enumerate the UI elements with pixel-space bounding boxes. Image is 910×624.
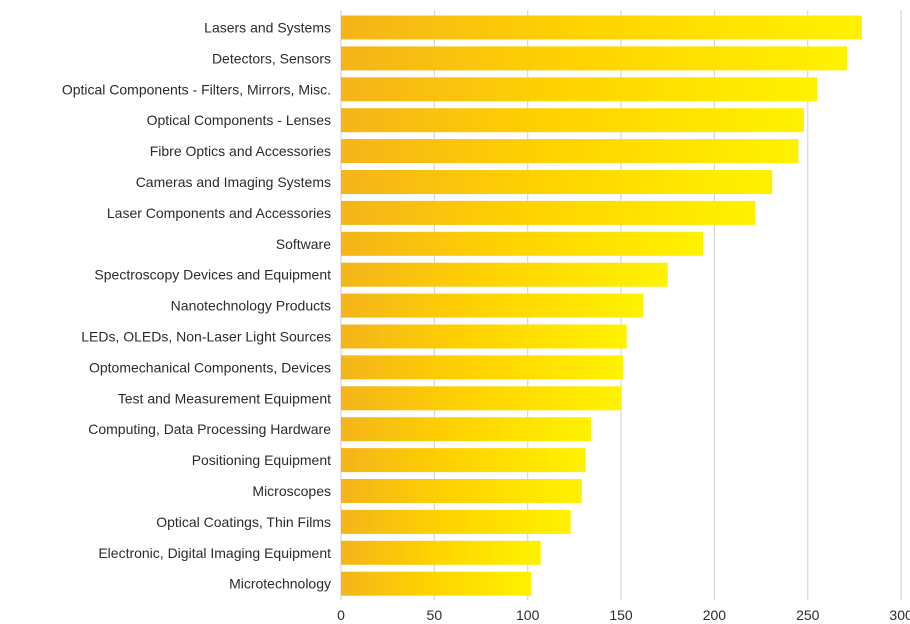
category-label: Nanotechnology Products	[171, 298, 331, 314]
bar	[341, 324, 627, 349]
category-labels: Lasers and Systems Detectors, Sensors Opti…	[62, 20, 331, 592]
bar	[341, 417, 592, 442]
bar	[341, 262, 668, 287]
bar	[341, 540, 541, 565]
category-label: Detectors, Sensors	[212, 50, 331, 66]
category-label: Microscopes	[252, 483, 331, 499]
bars	[341, 15, 862, 596]
bar	[341, 355, 623, 380]
category-label: Cameras and Imaging Systems	[136, 174, 331, 190]
bar	[341, 77, 818, 102]
x-tick-label: 200	[703, 607, 727, 623]
category-label: Optical Components - Lenses	[147, 112, 331, 128]
category-label: Optomechanical Components, Devices	[89, 359, 331, 375]
bar	[341, 571, 532, 596]
category-label: Positioning Equipment	[192, 452, 331, 468]
category-label: LEDs, OLEDs, Non-Laser Light Sources	[81, 329, 331, 345]
bar	[341, 479, 582, 503]
category-label: Optical Coatings, Thin Films	[156, 514, 331, 530]
x-tick-label: 50	[427, 607, 443, 623]
bar	[341, 200, 756, 225]
x-axis-tick-labels: 0 50 100 150 200 250 300	[337, 607, 910, 623]
bar	[341, 509, 571, 534]
category-label: Electronic, Digital Imaging Equipment	[98, 545, 331, 561]
bar	[341, 293, 644, 318]
x-tick-label: 0	[337, 607, 345, 623]
category-label: Computing, Data Processing Hardware	[88, 421, 331, 437]
bar	[341, 15, 862, 40]
x-tick-label: 250	[796, 607, 820, 623]
category-label: Spectroscopy Devices and Equipment	[94, 267, 331, 283]
bar	[341, 386, 622, 411]
category-label: Software	[276, 236, 331, 252]
bar	[341, 170, 773, 194]
category-label: Fibre Optics and Accessories	[150, 143, 331, 159]
category-label: Microtechnology	[229, 576, 331, 592]
bar	[341, 139, 799, 164]
category-label: Lasers and Systems	[204, 20, 331, 36]
category-label: Optical Components - Filters, Mirrors, M…	[62, 81, 331, 97]
x-tick-label: 300	[889, 607, 910, 623]
bar	[341, 108, 805, 133]
bar	[341, 231, 704, 256]
category-label: Test and Measurement Equipment	[118, 390, 331, 406]
category-label: Laser Components and Accessories	[107, 205, 331, 221]
x-tick-label: 150	[609, 607, 633, 623]
bar	[341, 46, 847, 71]
x-tick-label: 100	[516, 607, 540, 623]
bar	[341, 448, 586, 473]
